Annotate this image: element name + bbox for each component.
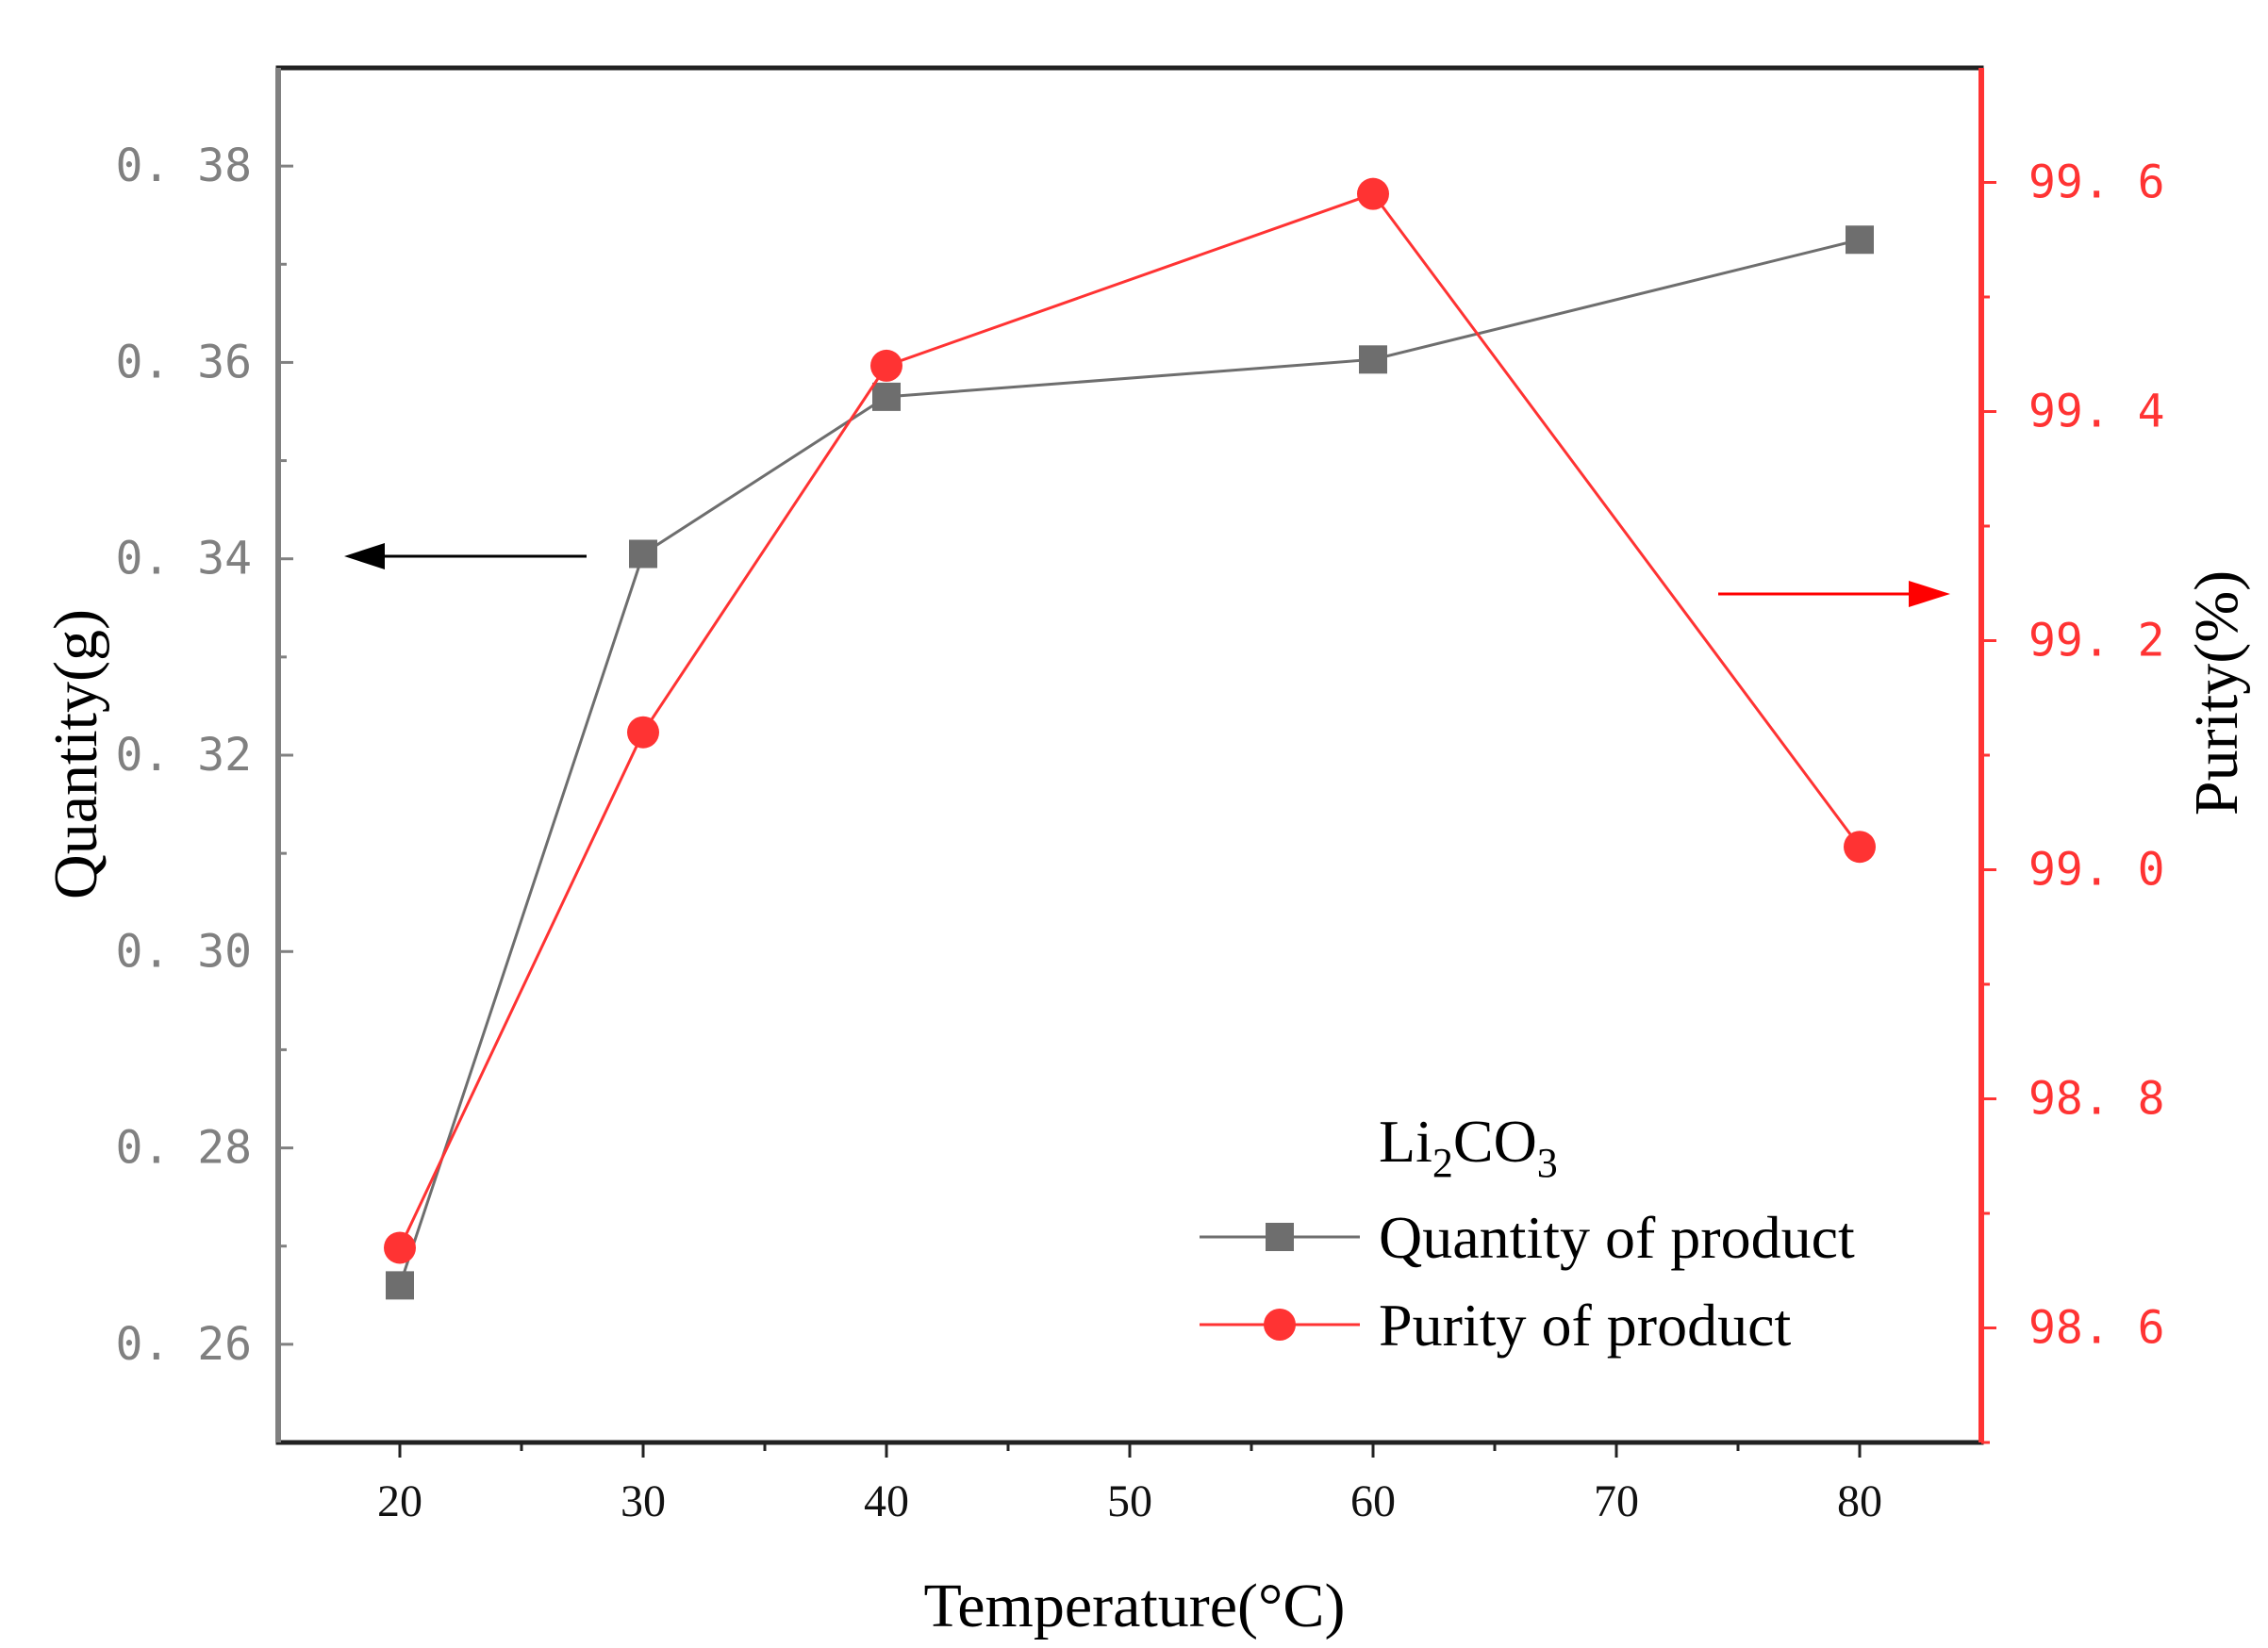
y-right-tick-label: 99. 4	[2028, 386, 2165, 438]
legend-label-purity: Purity of product	[1379, 1292, 1792, 1359]
y-right-axis-title: Purity(%)	[2182, 570, 2251, 816]
y-right-tick-label: 98. 6	[2028, 1302, 2165, 1355]
y-right-tick-label: 98. 8	[2028, 1073, 2165, 1126]
data-point-purity	[627, 716, 659, 749]
legend-title-co: CO	[1453, 1108, 1537, 1175]
x-tick-label: 20	[377, 1476, 422, 1526]
x-tick-label: 50	[1107, 1476, 1152, 1526]
data-point-quantity	[386, 1271, 414, 1300]
data-point-quantity	[1359, 345, 1387, 374]
y-left-tick-label: 0. 38	[116, 140, 253, 192]
data-point-quantity	[872, 382, 901, 411]
data-point-purity	[1844, 831, 1876, 864]
x-tick-label: 70	[1594, 1476, 1639, 1526]
data-point-purity	[1357, 177, 1389, 210]
series-layer	[384, 177, 1876, 1300]
legend: Li2CO3 Quantity of product Purity of pro…	[1200, 1108, 1855, 1359]
legend-marker-square	[1266, 1223, 1294, 1251]
legend-title: Li2CO3	[1379, 1108, 1558, 1186]
legend-label-quantity: Quantity of product	[1379, 1204, 1855, 1271]
x-tick-label: 60	[1350, 1476, 1396, 1526]
left-axis-arrow	[344, 543, 587, 569]
legend-marker-circle	[1264, 1309, 1296, 1341]
data-point-purity	[384, 1231, 416, 1264]
x-tick-label: 80	[1837, 1476, 1882, 1526]
right-axis-arrow	[1718, 581, 1950, 607]
y-right-tick-label: 99. 2	[2028, 615, 2165, 667]
y-left-tick-label: 0. 32	[116, 729, 253, 782]
y-left-axis-title: Quantity(g)	[41, 609, 110, 899]
y-right-tick-label: 99. 6	[2028, 157, 2165, 209]
x-tick-label: 40	[864, 1476, 909, 1526]
data-point-quantity	[1846, 225, 1874, 255]
legend-title-sub-3: 3	[1537, 1140, 1558, 1186]
data-point-purity	[870, 349, 902, 382]
data-point-quantity	[629, 539, 657, 569]
y-left-axis-ticks: 0. 26 0. 28 0. 30 0. 32 0. 34 0. 36 0. 38	[116, 140, 293, 1371]
y-left-tick-label: 0. 28	[116, 1122, 253, 1175]
x-axis-title: Temperature(°C)	[924, 1572, 1346, 1640]
legend-title-sub-2: 2	[1432, 1140, 1453, 1186]
y-left-tick-label: 0. 36	[116, 336, 253, 388]
y-left-tick-label: 0. 26	[116, 1318, 253, 1371]
x-axis-ticks: 20 30 40 50 60 70 80	[377, 1442, 1882, 1526]
y-left-tick-label: 0. 34	[116, 533, 253, 585]
x-tick-label: 30	[621, 1476, 666, 1526]
y-right-axis-ticks: 98. 6 98. 8 99. 0 99. 2 99. 4 99. 6	[1981, 157, 2165, 1444]
y-right-tick-label: 99. 0	[2028, 844, 2165, 897]
y-left-tick-label: 0. 30	[116, 925, 253, 978]
series-line-purity	[398, 191, 1862, 1249]
series-line-quantity	[398, 238, 1861, 1286]
